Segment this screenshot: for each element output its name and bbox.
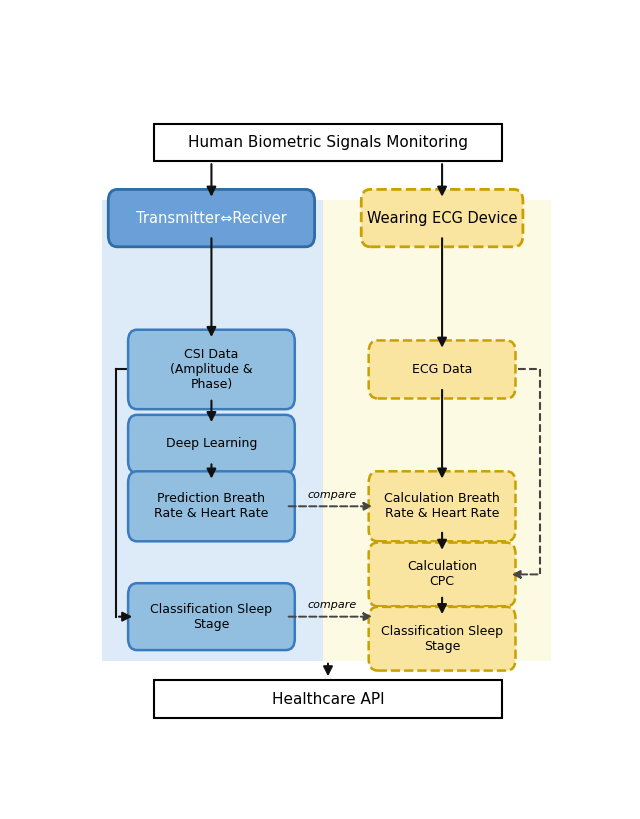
FancyBboxPatch shape [128, 471, 295, 541]
FancyBboxPatch shape [128, 583, 295, 650]
FancyBboxPatch shape [128, 330, 295, 410]
Text: Classification Sleep
Stage: Classification Sleep Stage [381, 625, 503, 653]
Text: Calculation Breath
Rate & Heart Rate: Calculation Breath Rate & Heart Rate [384, 492, 500, 520]
Text: Human Biometric Signals Monitoring: Human Biometric Signals Monitoring [188, 135, 468, 150]
Bar [323, 201, 551, 661]
Text: Prediction Breath
Rate & Heart Rate: Prediction Breath Rate & Heart Rate [154, 492, 269, 520]
Text: Deep Learning: Deep Learning [166, 437, 257, 450]
FancyBboxPatch shape [128, 415, 295, 473]
Text: ECG Data: ECG Data [412, 363, 472, 376]
Text: Healthcare API: Healthcare API [272, 692, 384, 707]
FancyBboxPatch shape [108, 189, 315, 247]
Bar [154, 681, 502, 718]
Text: CSI Data
(Amplitude &
Phase): CSI Data (Amplitude & Phase) [170, 348, 253, 391]
Text: Transmitter⇔Reciver: Transmitter⇔Reciver [136, 210, 287, 225]
FancyBboxPatch shape [369, 341, 515, 399]
FancyBboxPatch shape [369, 471, 515, 541]
Bar [154, 124, 502, 161]
FancyBboxPatch shape [369, 542, 515, 606]
FancyBboxPatch shape [369, 607, 515, 671]
Text: Wearing ECG Device: Wearing ECG Device [367, 210, 517, 225]
Text: compare: compare [307, 600, 356, 610]
Text: Classification Sleep
Stage: Classification Sleep Stage [150, 603, 273, 631]
Text: Calculation
CPC: Calculation CPC [407, 560, 477, 588]
Bar [102, 201, 323, 661]
Text: compare: compare [307, 490, 356, 500]
FancyBboxPatch shape [361, 189, 523, 247]
